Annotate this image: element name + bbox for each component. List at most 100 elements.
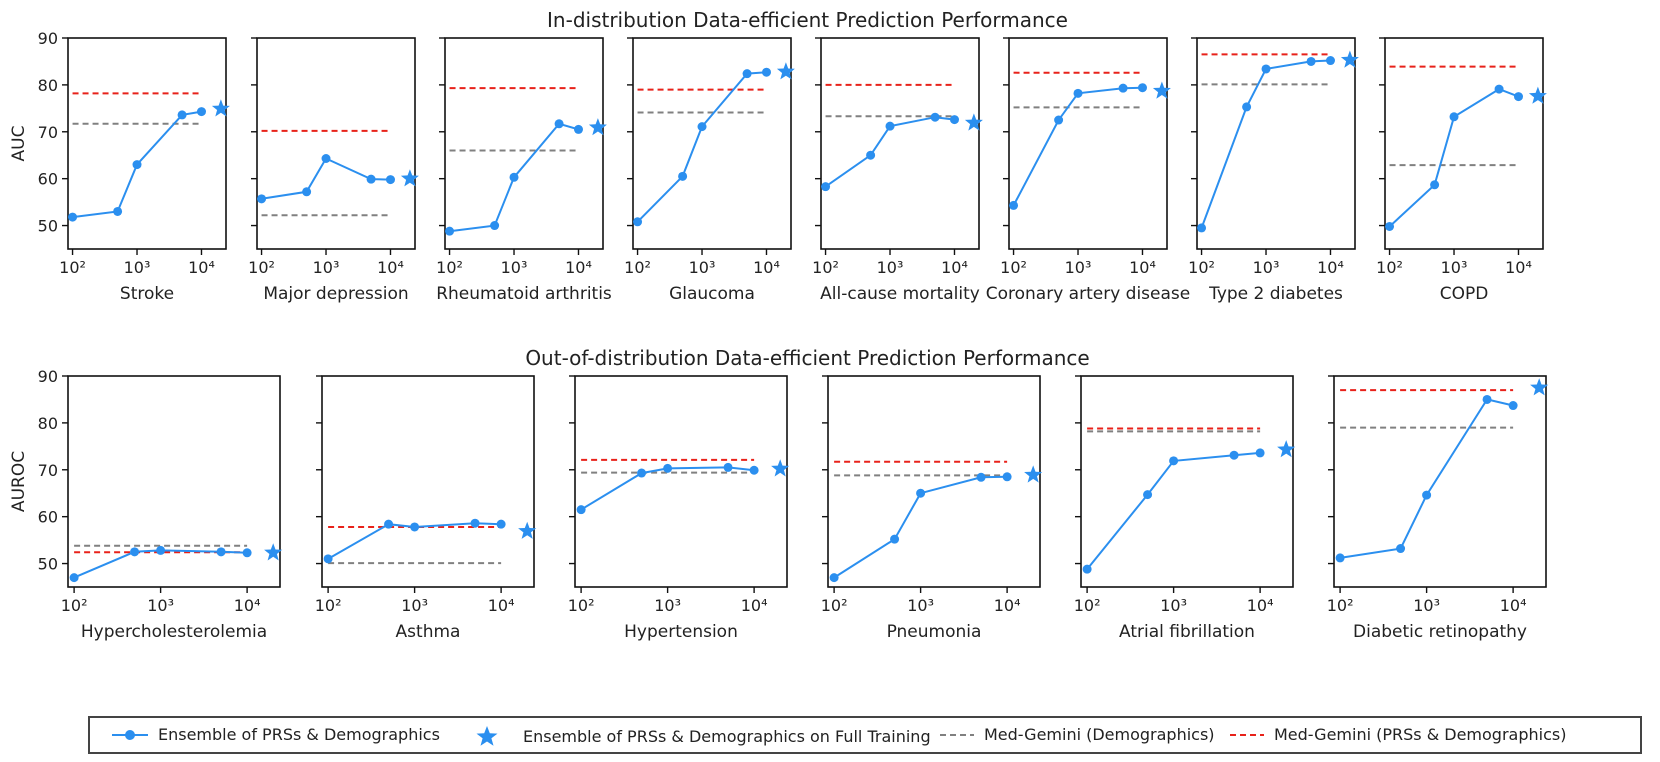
x-tick-label: 10⁴ xyxy=(1317,258,1344,277)
legend-line-marker-icon xyxy=(112,729,148,740)
x-tick-label: 10² xyxy=(821,596,848,615)
x-tick-label: 10² xyxy=(1074,596,1101,615)
y-tick-label: 80 xyxy=(38,76,58,95)
y-tick-label: 80 xyxy=(38,414,58,433)
ensemble-point xyxy=(1009,200,1019,210)
x-tick-label: 10² xyxy=(812,258,839,277)
x-tick-label: 10³ xyxy=(1065,258,1092,277)
panel-7: 10² 10³ 10⁴ Type 2 diabetes xyxy=(1188,37,1359,304)
x-tick-label: 10³ xyxy=(1160,596,1187,615)
x-tick-label: 10⁴ xyxy=(741,596,768,615)
x-tick-label: 10² xyxy=(624,258,651,277)
x-tick-label: 10⁴ xyxy=(234,596,261,615)
panel-9: 50 60 70 80 90 AUROC 10² 10³ 10⁴ Hypercholesterol… xyxy=(9,367,283,642)
axes-frame xyxy=(1333,375,1547,588)
axes-frame xyxy=(574,375,788,588)
x-tick-label: 10⁴ xyxy=(488,596,515,615)
ensemble-point xyxy=(156,545,166,555)
ensemble-point xyxy=(916,488,926,498)
ensemble-point xyxy=(366,174,376,184)
x-tick-label: 10⁴ xyxy=(994,596,1021,615)
legend-item-ensemble-full: Ensemble of PRSs & Demographics on Full … xyxy=(475,725,931,747)
x-tick-label: 10² xyxy=(1327,596,1354,615)
ensemble-point xyxy=(749,465,759,475)
x-tick-label: 10⁴ xyxy=(941,258,968,277)
ensemble-point xyxy=(1430,180,1440,190)
ensemble-point xyxy=(1306,56,1316,66)
y-tick-label: 60 xyxy=(38,508,58,527)
ensemble-point xyxy=(637,468,647,478)
x-tick-label: 10³ xyxy=(401,596,428,615)
ensemble-point xyxy=(1513,92,1523,102)
ensemble-point xyxy=(1118,83,1128,93)
ensemble-point xyxy=(633,217,643,227)
ensemble-series-line xyxy=(580,466,755,511)
ensemble-point xyxy=(132,160,142,170)
ensemble-series-line xyxy=(1200,59,1331,229)
ensemble-point xyxy=(1449,112,1459,122)
full-training-star xyxy=(771,459,790,477)
legend-item-ensemble: Ensemble of PRSs & Demographics xyxy=(112,725,440,744)
x-tick-label: 10⁴ xyxy=(1129,258,1156,277)
full-training-star xyxy=(1152,81,1171,99)
legend-dashed-gray-icon xyxy=(940,733,974,736)
ensemble-point xyxy=(196,107,206,117)
full-training-star xyxy=(964,113,983,131)
row2-title: Out-of-distribution Data-efficient Predi… xyxy=(525,346,1090,370)
x-axis-label: Diabetic retinopathy xyxy=(1353,622,1527,642)
panel-10: 10² 10³ 10⁴ Asthma xyxy=(315,375,537,642)
x-tick-label: 10³ xyxy=(654,596,681,615)
ensemble-point xyxy=(321,154,331,164)
x-tick-label: 10⁴ xyxy=(377,258,404,277)
ensemble-point xyxy=(761,67,771,77)
full-training-star xyxy=(1277,440,1296,458)
full-training-star xyxy=(1340,50,1359,68)
y-axis-label: AUROC xyxy=(9,451,29,512)
y-tick-label: 70 xyxy=(38,461,58,480)
x-tick-label: 10² xyxy=(436,258,463,277)
ensemble-series-line xyxy=(1388,87,1519,228)
ensemble-point xyxy=(949,115,959,125)
legend-label-ensemble: Ensemble of PRSs & Demographics xyxy=(158,725,440,744)
ensemble-point xyxy=(678,171,688,181)
legend-dashed-red-icon xyxy=(1230,733,1264,736)
axes-frame xyxy=(321,375,535,588)
x-axis-label: Stroke xyxy=(120,284,174,304)
x-tick-label: 10² xyxy=(59,258,86,277)
legend-star-icon xyxy=(476,726,498,746)
ensemble-point xyxy=(885,121,895,131)
row1-title: In-distribution Data-efficient Predictio… xyxy=(547,8,1068,32)
axes-frame xyxy=(67,37,227,250)
y-tick-label: 50 xyxy=(38,217,58,236)
x-tick-label: 10³ xyxy=(501,258,528,277)
ensemble-point xyxy=(385,175,395,185)
axes-frame xyxy=(444,37,604,250)
x-tick-label: 10² xyxy=(568,596,595,615)
y-tick-label: 70 xyxy=(38,123,58,142)
ensemble-point xyxy=(1054,115,1064,125)
ensemble-point xyxy=(821,182,831,192)
full-training-star xyxy=(211,99,230,117)
axes-frame xyxy=(1080,375,1294,588)
axes-frame xyxy=(1008,37,1168,250)
x-axis-label: Type 2 diabetes xyxy=(1208,284,1343,304)
ensemble-point xyxy=(1255,448,1265,458)
x-tick-label: 10⁴ xyxy=(1505,258,1532,277)
ensemble-point xyxy=(1325,56,1335,66)
ensemble-series-line xyxy=(1086,451,1261,570)
ensemble-point xyxy=(1197,223,1207,233)
ensemble-point xyxy=(1229,450,1239,460)
y-axis-label: AUC xyxy=(9,126,29,162)
ensemble-point xyxy=(829,573,839,583)
x-tick-label: 10³ xyxy=(1413,596,1440,615)
ensemble-point xyxy=(490,221,500,231)
ensemble-point xyxy=(1494,84,1504,94)
axes-frame xyxy=(827,375,1041,588)
legend-label-gemini-prs: Med-Gemini (PRSs & Demographics) xyxy=(1274,725,1567,744)
ensemble-point xyxy=(242,548,252,558)
ensemble-point xyxy=(742,69,752,79)
x-axis-label: Coronary artery disease xyxy=(986,284,1190,304)
ensemble-point xyxy=(697,122,707,132)
full-training-star xyxy=(776,62,795,80)
